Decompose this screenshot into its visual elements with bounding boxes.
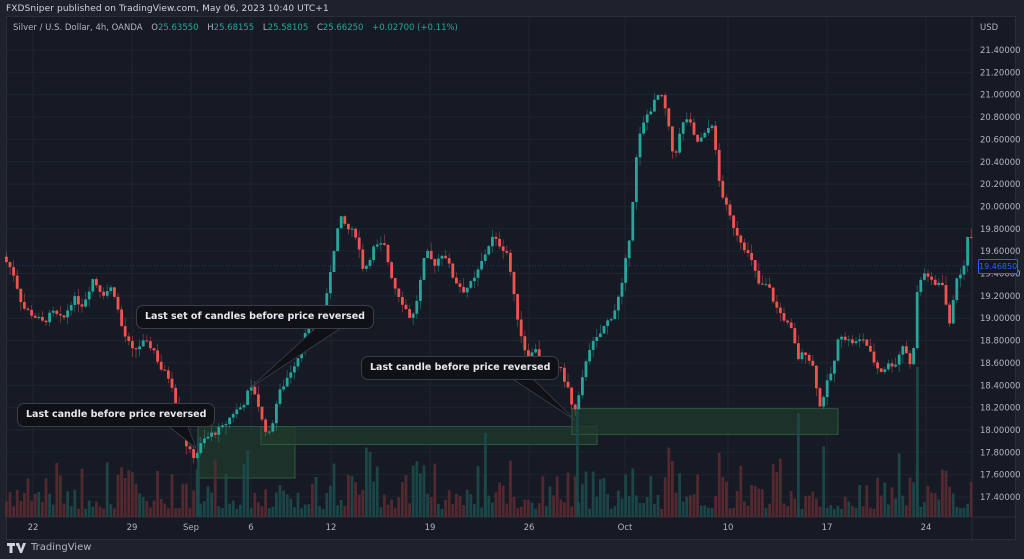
price-tick: 18.80000: [980, 337, 1021, 347]
time-tick: Oct: [618, 523, 633, 533]
current-price-badge: 19.46850: [978, 258, 1018, 274]
time-tick: 26: [524, 523, 535, 533]
open-value: 25.63550: [157, 23, 199, 33]
price-tick: 20.80000: [980, 113, 1021, 123]
price-tick: 18.40000: [980, 381, 1021, 391]
time-tick: Sep: [183, 523, 199, 533]
open-label: O: [151, 23, 158, 33]
price-axis[interactable]: 21.40000 21.20000 21.00000 20.80000 20.60000…: [980, 46, 1021, 503]
price-tick: 20.20000: [980, 180, 1021, 190]
price-tick: 18.00000: [980, 426, 1021, 436]
high-value: 25.68155: [213, 23, 255, 33]
time-tick: 24: [921, 523, 932, 533]
demand-zone-3[interactable]: [571, 408, 839, 435]
price-tick: 19.80000: [980, 225, 1021, 235]
price-tick: 18.20000: [980, 404, 1021, 414]
price-tick: 20.00000: [980, 202, 1021, 212]
price-tick: 17.40000: [980, 493, 1021, 503]
price-tick: 17.80000: [980, 448, 1021, 458]
price-tick: 20.60000: [980, 135, 1021, 145]
price-tick: 19.40000: [980, 270, 1021, 280]
annotation-callout[interactable]: Last set of candles before price reverse…: [136, 305, 374, 329]
publisher-line: FXDSniper published on TradingView.com, …: [6, 4, 329, 14]
time-tick: 29: [127, 523, 138, 533]
price-tick: 21.40000: [980, 46, 1021, 56]
change-value: +0.02700 (+0.11%): [372, 23, 458, 33]
price-tick: 19.20000: [980, 292, 1021, 302]
time-tick: 12: [326, 523, 337, 533]
price-tick: 21.20000: [980, 68, 1021, 78]
candles: [5, 92, 973, 464]
symbol-name: Silver / U.S. Dollar, 4h, OANDA: [13, 23, 143, 33]
time-tick: 10: [723, 523, 734, 533]
tradingview-logo[interactable]: TradingView: [7, 542, 91, 553]
low-label: L: [262, 23, 268, 33]
price-tick: 21.00000: [980, 91, 1021, 101]
time-axis[interactable]: 22 29 Sep 6 12 19 26 Oct 10 17 24: [28, 523, 932, 533]
demand-zone-2[interactable]: [260, 426, 598, 445]
time-tick: 17: [822, 523, 833, 533]
time-tick: 22: [28, 523, 39, 533]
high-label: H: [207, 23, 214, 33]
time-tick: 19: [425, 523, 436, 533]
price-tick: 18.60000: [980, 359, 1021, 369]
close-value: 25.66250: [322, 23, 364, 33]
price-tick: 19.00000: [980, 314, 1021, 324]
currency-label: USD: [980, 23, 999, 33]
tradingview-logo-icon: [7, 542, 26, 553]
price-tick: 20.40000: [980, 158, 1021, 168]
time-tick: 6: [248, 523, 253, 533]
price-tick: 17.60000: [980, 471, 1021, 481]
annotation-callout[interactable]: Last candle before price reversed: [361, 356, 560, 380]
volume-bars: [5, 367, 973, 517]
brand-name: TradingView: [31, 542, 92, 553]
price-tick: 19.60000: [980, 247, 1021, 257]
symbol-legend: Silver / U.S. Dollar, 4h, OANDA O25.6355…: [13, 23, 458, 33]
low-value: 25.58105: [267, 23, 309, 33]
annotation-callout[interactable]: Last candle before price reversed: [17, 403, 216, 427]
close-label: C: [316, 23, 323, 33]
